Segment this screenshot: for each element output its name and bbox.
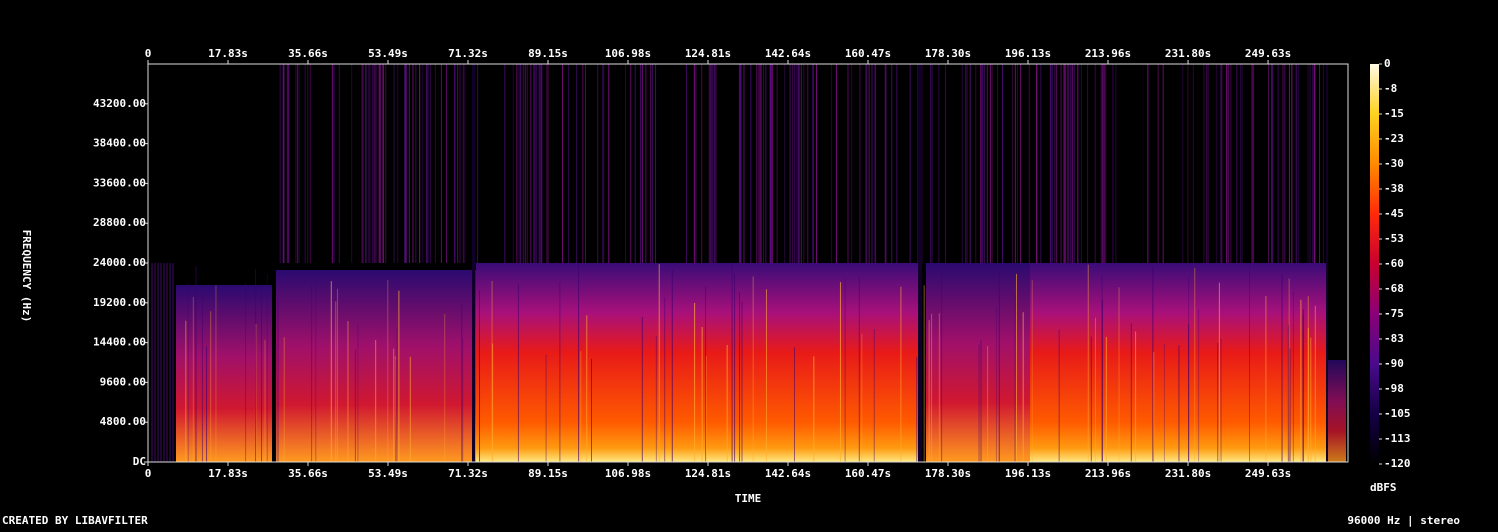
colorbar-tick-label: -90 — [1384, 357, 1404, 370]
x-tick-label: 17.83s — [208, 47, 248, 60]
colorbar-tick-label: -105 — [1384, 407, 1411, 420]
x-tick-label: 53.49s — [368, 47, 408, 60]
x-tick-label: 89.15s — [528, 47, 568, 60]
colorbar-tick-label: -23 — [1384, 132, 1404, 145]
spectral-gap — [472, 64, 475, 462]
x-tick-label: 0 — [145, 467, 152, 480]
colorbar-label: dBFS — [1370, 481, 1397, 494]
colorbar — [1370, 64, 1379, 464]
spectral-band — [1326, 360, 1346, 462]
colorbar-tick-label: -75 — [1384, 307, 1404, 320]
y-tick-label: 33600.00 — [93, 176, 146, 189]
spectral-band — [1226, 263, 1326, 462]
x-tick-label: 124.81s — [685, 467, 731, 480]
colorbar-tick-label: -15 — [1384, 107, 1404, 120]
x-tick-label: 17.83s — [208, 467, 248, 480]
colorbar-tick-label: -98 — [1384, 382, 1404, 395]
x-tick-label: 160.47s — [845, 47, 891, 60]
y-tick-label: DC — [133, 455, 146, 468]
y-tick-label: 38400.00 — [93, 137, 146, 150]
x-tick-label: 71.32s — [448, 467, 488, 480]
x-axis-label: TIME — [735, 492, 762, 505]
spectral-band — [1030, 263, 1226, 462]
y-tick-label: 14400.00 — [93, 336, 146, 349]
x-tick-label: 53.49s — [368, 467, 408, 480]
x-tick-label: 35.66s — [288, 47, 328, 60]
spectrogram — [151, 64, 1346, 462]
colorbar-tick-label: -120 — [1384, 457, 1411, 470]
y-tick-label: 9600.00 — [100, 375, 146, 388]
x-tick-label: 35.66s — [288, 467, 328, 480]
x-tick-label: 213.96s — [1085, 467, 1131, 480]
footer-right: 96000 Hz | stereo — [1347, 514, 1460, 527]
x-tick-label: 178.30s — [925, 467, 971, 480]
x-tick-label: 249.63s — [1245, 47, 1291, 60]
x-tick-label: 213.96s — [1085, 47, 1131, 60]
x-tick-label: 124.81s — [685, 47, 731, 60]
colorbar-tick-label: -83 — [1384, 332, 1404, 345]
spectral-gap — [918, 64, 922, 462]
spectral-gap — [1326, 64, 1328, 462]
x-tick-label: 231.80s — [1165, 47, 1211, 60]
y-tick-label: 24000.00 — [93, 256, 146, 269]
colorbar-tick-label: -60 — [1384, 257, 1404, 270]
colorbar-tick-label: -53 — [1384, 232, 1404, 245]
y-tick-label: 19200.00 — [93, 296, 146, 309]
colorbar-tick-label: -68 — [1384, 282, 1404, 295]
footer-left: CREATED BY LIBAVFILTER — [2, 514, 148, 527]
colorbar-tick-label: -113 — [1384, 432, 1411, 445]
y-tick-label: 28800.00 — [93, 216, 146, 229]
colorbar-tick-label: -8 — [1384, 82, 1397, 95]
spectral-band — [476, 263, 922, 462]
colorbar-tick-label: -38 — [1384, 182, 1404, 195]
x-tick-label: 142.64s — [765, 47, 811, 60]
x-tick-label: 142.64s — [765, 467, 811, 480]
x-tick-label: 106.98s — [605, 47, 651, 60]
x-tick-label: 196.13s — [1005, 467, 1051, 480]
x-tick-label: 71.32s — [448, 47, 488, 60]
x-tick-label: 231.80s — [1165, 467, 1211, 480]
x-tick-label: 106.98s — [605, 467, 651, 480]
y-tick-label: 43200.00 — [93, 97, 146, 110]
x-tick-label: 89.15s — [528, 467, 568, 480]
x-tick-label: 196.13s — [1005, 47, 1051, 60]
colorbar-tick-label: -45 — [1384, 207, 1404, 220]
x-tick-label: 249.63s — [1245, 467, 1291, 480]
y-axis-label: FREQUENCY (Hz) — [20, 230, 33, 323]
colorbar-tick-label: -30 — [1384, 157, 1404, 170]
x-tick-label: 0 — [145, 47, 152, 60]
x-tick-label: 160.47s — [845, 467, 891, 480]
y-tick-label: 4800.00 — [100, 415, 146, 428]
x-tick-label: 178.30s — [925, 47, 971, 60]
spectral-band — [176, 285, 272, 462]
colorbar-tick-label: 0 — [1384, 57, 1391, 70]
